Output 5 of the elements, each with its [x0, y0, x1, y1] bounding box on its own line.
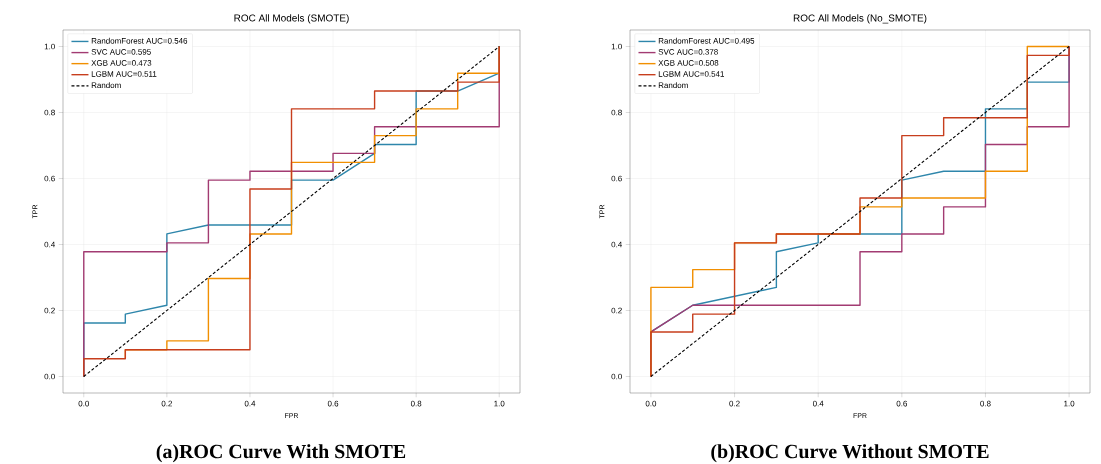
chart-title: ROC All Models (No_SMOTE) — [793, 14, 927, 24]
text: (a)ROC Curve With SMOTE — [156, 444, 406, 463]
text: (b)ROC Curve Without SMOTE — [711, 444, 989, 463]
line-series — [650, 45, 1070, 378]
chart-title: ROC All Models (SMOTE) — [234, 14, 349, 24]
